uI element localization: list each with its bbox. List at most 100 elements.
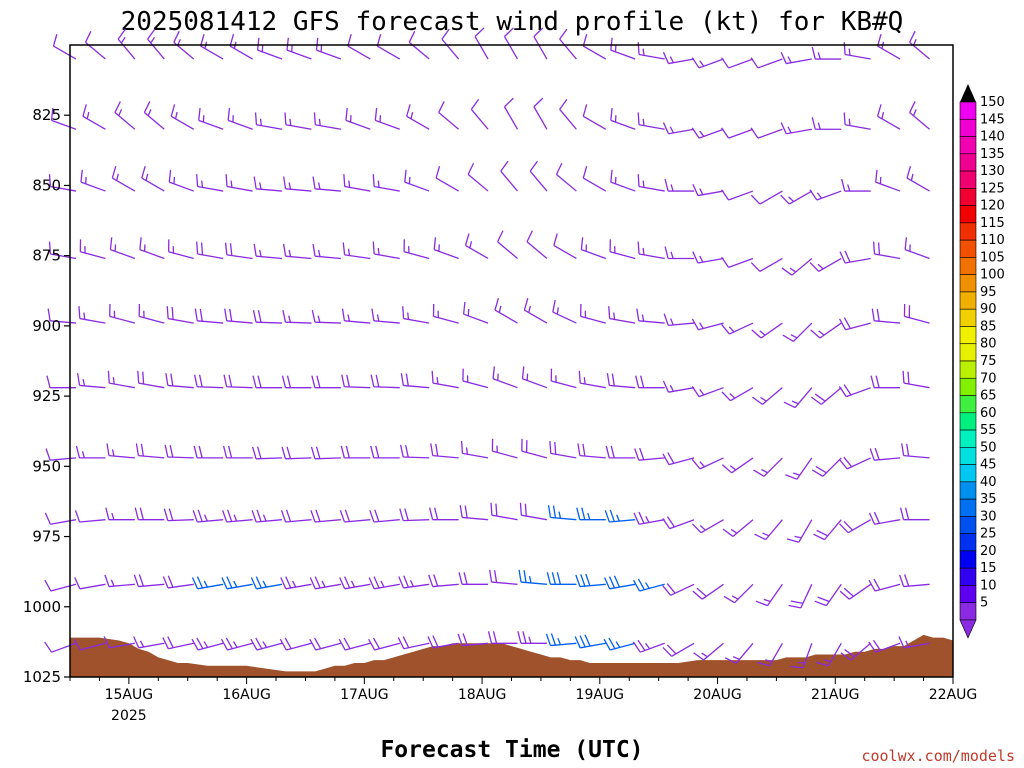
barb-feather <box>518 569 522 583</box>
colorbar-label: 35 <box>980 492 997 507</box>
wind-barb <box>315 37 342 60</box>
barb-feather <box>372 174 375 187</box>
wind-barb <box>254 112 283 130</box>
wind-barb <box>433 237 459 260</box>
wind-barb <box>224 242 253 260</box>
barb-shaft <box>316 49 342 60</box>
barb-feather <box>250 638 258 651</box>
colorbar-swatch <box>959 498 977 517</box>
barb-feather <box>225 637 233 650</box>
barb-feather <box>257 446 262 459</box>
barb-feather <box>780 122 787 135</box>
wind-barb <box>580 237 607 260</box>
barb-shaft <box>226 386 253 389</box>
barb-feather <box>75 445 81 459</box>
wind-barb <box>550 368 577 389</box>
wind-barb <box>198 108 224 130</box>
colorbar-label: 90 <box>980 302 997 317</box>
wind-barb <box>582 33 607 60</box>
barb-half-feather <box>732 656 740 660</box>
barb-shaft <box>139 315 165 324</box>
barb-feather <box>368 577 375 590</box>
y-tick-label: 900 <box>32 317 61 335</box>
barb-shaft <box>903 454 930 459</box>
barb-feather <box>662 585 672 596</box>
y-tick-label: 975 <box>32 528 61 546</box>
barb-feather <box>460 441 464 454</box>
colorbar-swatch <box>959 567 977 586</box>
barb-shaft <box>759 190 783 205</box>
barb-feather <box>577 443 581 456</box>
barb-shaft <box>494 309 518 324</box>
wind-barb <box>310 446 341 460</box>
barb-half-feather <box>204 514 208 522</box>
barb-feather <box>691 318 699 331</box>
barb-half-feather <box>233 514 238 522</box>
wind-barb <box>843 42 871 60</box>
barb-feather <box>342 242 346 255</box>
barb-feather <box>809 189 818 201</box>
barb-feather <box>582 33 588 47</box>
barb-feather <box>839 523 849 534</box>
wind-barb <box>397 636 430 650</box>
barb-feather <box>311 309 316 323</box>
wind-barb <box>338 637 371 651</box>
wind-barb <box>196 174 224 192</box>
barb-shaft <box>728 257 754 268</box>
credit-link[interactable]: coolwx.com/models <box>861 747 1015 765</box>
colorbar-swatch <box>959 274 977 293</box>
wind-barb <box>251 509 283 523</box>
barb-feather <box>898 636 905 649</box>
barb-shaft <box>108 454 135 459</box>
barb-feather <box>533 27 544 37</box>
wind-barb <box>843 112 871 130</box>
wind-barb <box>664 246 695 260</box>
wind-barb <box>841 178 871 192</box>
barb-feather <box>816 661 829 667</box>
barb-feather <box>580 574 586 587</box>
barb-feather <box>339 577 346 590</box>
wind-barb <box>575 573 606 588</box>
wind-barb <box>500 160 518 192</box>
barb-feather <box>193 445 198 459</box>
barb-half-feather <box>731 595 739 600</box>
wind-barb <box>662 122 695 135</box>
barb-shaft <box>403 456 430 459</box>
barb-feather <box>666 516 675 528</box>
colorbar-label: 85 <box>980 319 997 334</box>
wind-barb <box>79 239 106 260</box>
barb-feather <box>909 101 916 113</box>
barb-feather <box>50 108 54 121</box>
barb-feather <box>907 371 910 385</box>
wind-barb <box>222 445 253 459</box>
barb-shaft <box>373 320 400 324</box>
barb-feather <box>398 576 405 589</box>
wind-barb <box>369 509 400 523</box>
barb-feather <box>609 509 615 522</box>
barb-feather <box>225 174 228 187</box>
barb-shaft <box>503 36 519 60</box>
barb-shaft <box>373 386 400 389</box>
wind-barb <box>788 584 813 609</box>
barb-shaft <box>846 387 871 398</box>
barb-half-feather <box>759 330 766 336</box>
barb-feather <box>162 637 169 649</box>
wind-barb <box>750 57 783 69</box>
barb-shaft <box>844 53 871 60</box>
barb-feather <box>608 306 611 319</box>
x-tick-label: 15AUG <box>105 687 154 703</box>
barb-shaft <box>849 583 872 600</box>
barb-half-feather <box>699 188 704 196</box>
barb-feather <box>196 241 199 255</box>
barb-half-feather <box>317 249 321 257</box>
barb-shaft <box>403 317 430 324</box>
barb-shaft <box>701 583 724 600</box>
barb-feather <box>256 37 260 51</box>
barb-shaft <box>552 311 577 324</box>
wind-barb <box>552 299 577 324</box>
wind-barb <box>692 251 724 264</box>
barb-feather <box>638 511 645 524</box>
barb-shaft <box>406 115 430 130</box>
barb-shaft <box>403 384 430 389</box>
barb-feather <box>606 373 610 386</box>
